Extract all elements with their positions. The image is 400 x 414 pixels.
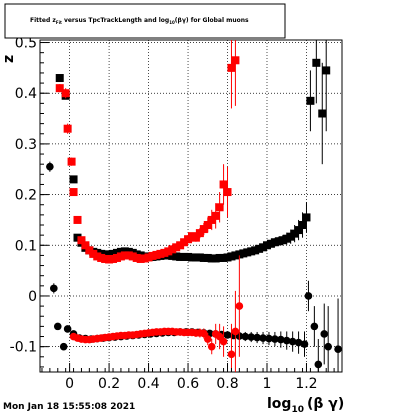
data-point bbox=[306, 96, 315, 105]
chart-title: Fitted zFit versus TpcTrackLength and lo… bbox=[30, 17, 249, 25]
data-point bbox=[288, 337, 297, 346]
data-point bbox=[69, 175, 78, 184]
x-tick-label: 0.2 bbox=[98, 376, 120, 392]
data-point bbox=[223, 188, 232, 197]
data-point bbox=[314, 360, 323, 369]
data-point bbox=[67, 157, 76, 166]
y-tick-label: 0.4 bbox=[15, 86, 37, 102]
data-point bbox=[324, 342, 332, 351]
data-point bbox=[322, 66, 331, 75]
data-point bbox=[215, 203, 224, 212]
data-point bbox=[334, 345, 342, 353]
data-point bbox=[203, 221, 212, 230]
y-tick-label: 0.3 bbox=[15, 137, 37, 153]
data-point bbox=[199, 225, 208, 234]
data-point bbox=[53, 322, 62, 331]
data-point bbox=[200, 329, 208, 338]
data-point bbox=[271, 335, 279, 343]
data-point bbox=[50, 284, 58, 293]
data-point bbox=[265, 334, 273, 343]
data-point bbox=[300, 340, 309, 348]
data-point bbox=[318, 109, 327, 118]
data-point bbox=[277, 335, 285, 344]
data-point bbox=[207, 215, 216, 224]
data-point bbox=[81, 241, 90, 250]
y-tick-label: 0.1 bbox=[15, 238, 37, 254]
data-point bbox=[191, 233, 200, 242]
y-tick-label: 0 bbox=[28, 289, 37, 305]
series-1 bbox=[55, 40, 240, 264]
plot-area bbox=[39, 39, 343, 373]
plot-frame bbox=[39, 39, 343, 373]
x-tick-label: 0 bbox=[65, 376, 74, 392]
data-point bbox=[63, 124, 72, 133]
data-point bbox=[282, 336, 291, 345]
data-point bbox=[320, 330, 329, 338]
data-point bbox=[55, 84, 64, 93]
data-point bbox=[247, 333, 256, 341]
x-tick-label: 0.4 bbox=[137, 376, 159, 392]
data-point bbox=[231, 56, 240, 65]
data-point bbox=[312, 58, 321, 67]
timestamp: Mon Jan 18 15:55:08 2021 bbox=[3, 402, 135, 412]
data-point bbox=[302, 213, 311, 222]
data-point bbox=[46, 162, 54, 171]
x-tick-label: 1.2 bbox=[295, 376, 317, 392]
data-point bbox=[294, 338, 303, 347]
data-point bbox=[304, 292, 313, 300]
data-series bbox=[46, 40, 342, 372]
data-point bbox=[77, 236, 86, 245]
data-point bbox=[259, 334, 267, 342]
grid-lines bbox=[40, 40, 342, 372]
data-point bbox=[207, 342, 216, 351]
data-point bbox=[61, 89, 70, 98]
data-point bbox=[55, 74, 64, 83]
data-point bbox=[195, 229, 204, 238]
data-point bbox=[203, 335, 212, 343]
x-tick-label: 1 bbox=[263, 376, 272, 392]
y-tick-label: -0.1 bbox=[10, 340, 37, 356]
data-point bbox=[241, 332, 250, 341]
data-point bbox=[219, 337, 228, 346]
data-point bbox=[63, 325, 72, 333]
data-point bbox=[219, 180, 228, 189]
data-point bbox=[231, 327, 240, 336]
x-tick-label: 0.8 bbox=[216, 376, 238, 392]
data-point bbox=[227, 63, 236, 72]
data-point bbox=[253, 333, 261, 342]
data-point bbox=[69, 188, 78, 197]
data-point bbox=[294, 226, 303, 235]
data-point bbox=[211, 211, 220, 220]
data-point bbox=[227, 350, 236, 359]
x-axis-title: log10 (β γ) bbox=[267, 396, 344, 414]
data-point bbox=[310, 322, 319, 331]
series-3 bbox=[69, 255, 244, 372]
data-point bbox=[235, 302, 244, 310]
y-axis-title: z bbox=[1, 55, 17, 63]
data-point bbox=[298, 221, 307, 230]
title-box bbox=[4, 3, 286, 39]
axes: 0 0.2 0.4 0.6 0.8 1 1.2 -0.1 0 0.1 0.2 0.3 0.4 0.5 bbox=[10, 36, 335, 392]
data-point bbox=[73, 215, 82, 224]
data-point bbox=[59, 342, 68, 351]
y-tick-label: 0.5 bbox=[15, 36, 37, 52]
data-point bbox=[223, 331, 232, 339]
y-tick-label: 0.2 bbox=[15, 188, 37, 204]
x-tick-label: 0.6 bbox=[177, 376, 199, 392]
